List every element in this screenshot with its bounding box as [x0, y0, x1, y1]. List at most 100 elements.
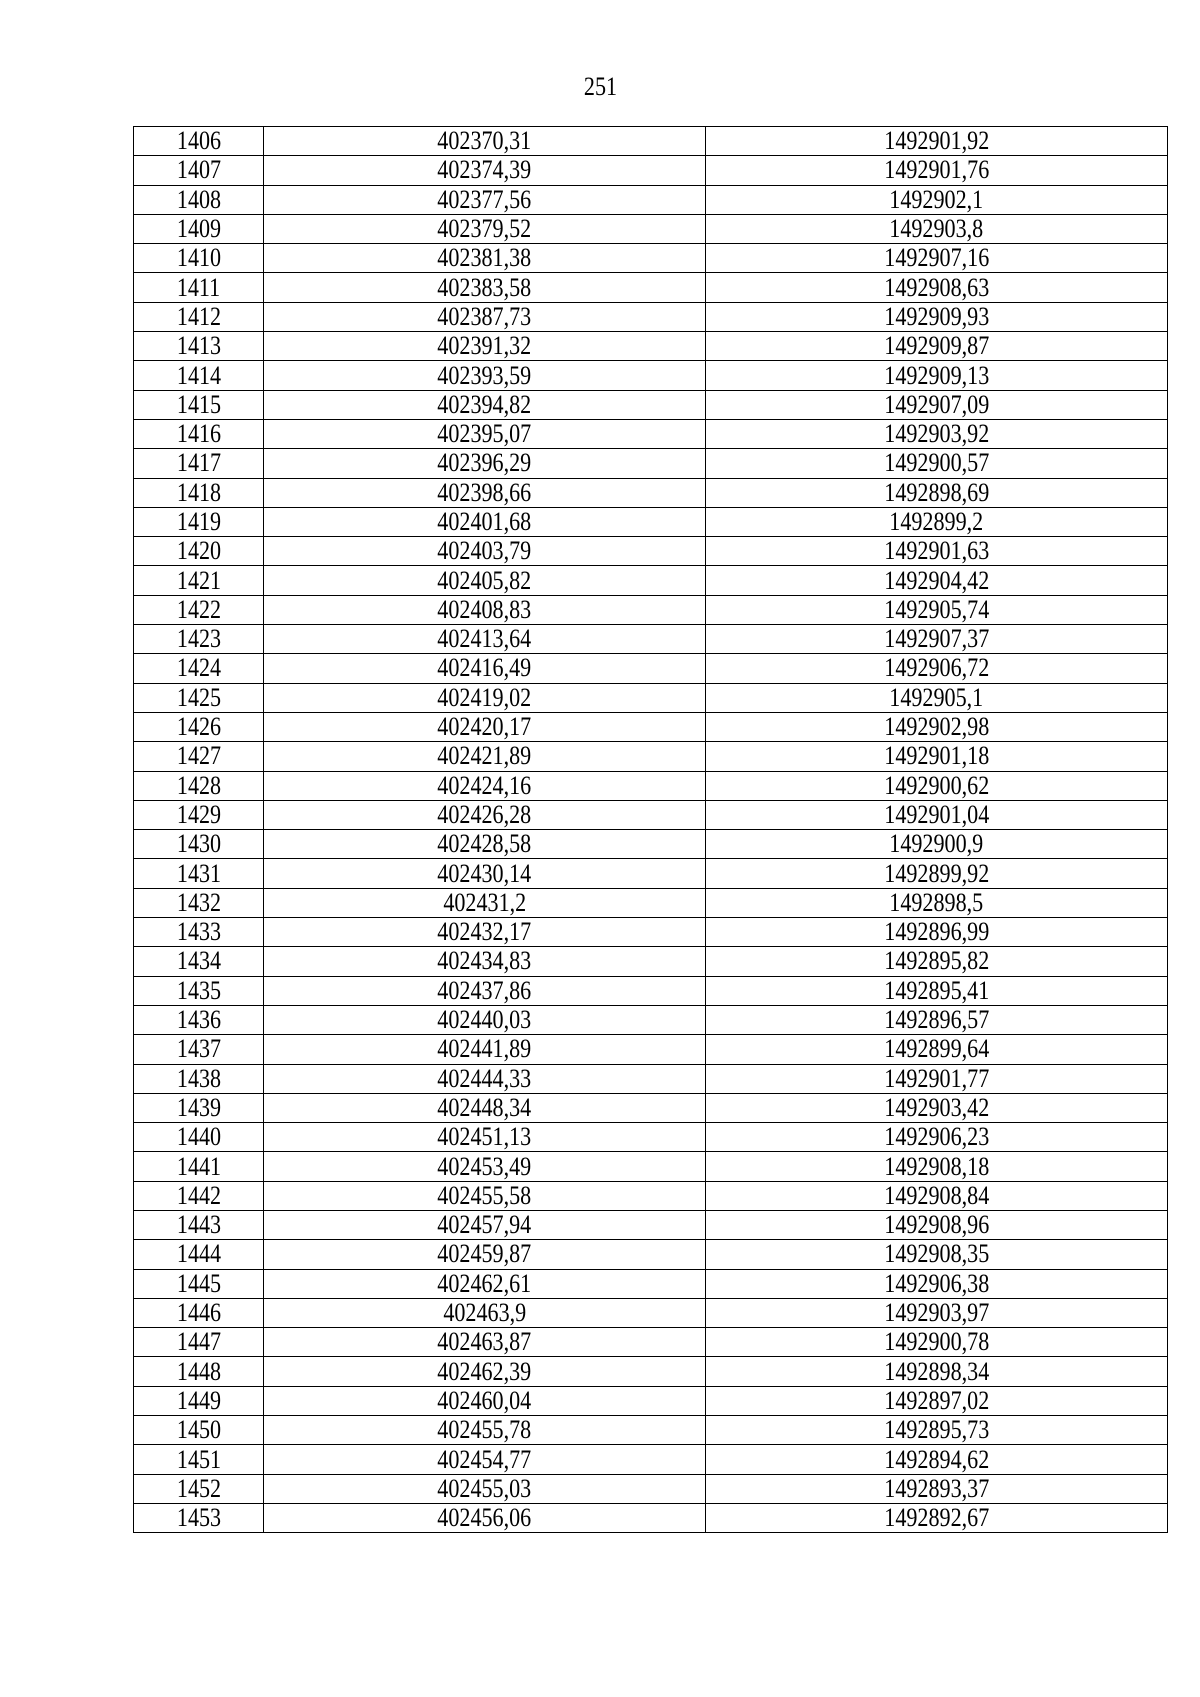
cell-text: 1417 — [176, 448, 221, 478]
cell-text: 402463,9 — [443, 1298, 526, 1328]
cell-text: 1492903,92 — [884, 419, 989, 449]
cell-text: 1492899,64 — [884, 1034, 989, 1064]
cell-text: 402374,39 — [437, 155, 532, 185]
cell-text: 1492900,62 — [884, 770, 989, 800]
table-row: 1409 402379,52 1492903,8 — [133, 213, 1168, 245]
table-row: 1448 402462,39 1492898,34 — [133, 1356, 1168, 1387]
table-row: 1428 402424,16 1492900,62 — [133, 770, 1168, 801]
x-coordinate-cell: 402428,58 — [263, 829, 706, 860]
cell-text: 402453,49 — [437, 1151, 532, 1181]
table-row: 1450 402455,78 1492895,73 — [133, 1415, 1168, 1446]
cell-text: 1492906,38 — [884, 1268, 989, 1298]
point-number-cell: 1425 — [133, 682, 264, 713]
y-coordinate-cell: 1492904,42 — [705, 565, 1168, 596]
cell-text: 1408 — [176, 184, 221, 214]
point-number-cell: 1449 — [133, 1385, 264, 1417]
y-coordinate-cell: 1492898,34 — [705, 1356, 1168, 1387]
cell-text: 402455,58 — [437, 1180, 532, 1210]
y-coordinate-cell: 1492902,98 — [705, 711, 1168, 743]
cell-text: 1492900,78 — [884, 1327, 989, 1357]
cell-text: 402387,73 — [437, 301, 532, 331]
cell-text: 1420 — [176, 536, 221, 566]
cell-text: 1492901,92 — [884, 126, 989, 156]
cell-text: 1492908,96 — [884, 1210, 989, 1240]
y-coordinate-cell: 1492908,96 — [705, 1209, 1168, 1241]
cell-text: 1492899,2 — [889, 507, 984, 536]
table-row: 1427 402421,89 1492901,18 — [133, 741, 1168, 772]
x-coordinate-cell: 402444,33 — [263, 1063, 706, 1094]
cell-text: 402424,16 — [437, 770, 532, 800]
cell-text: 1492906,72 — [884, 653, 989, 683]
x-coordinate-cell: 402462,39 — [263, 1356, 706, 1387]
cell-text: 1492896,57 — [884, 1005, 989, 1035]
cell-text: 402437,86 — [437, 975, 532, 1005]
cell-text: 1492909,87 — [884, 331, 989, 361]
x-coordinate-cell: 402379,52 — [263, 213, 706, 245]
cell-text: 1440 — [176, 1122, 221, 1152]
point-number-cell: 1418 — [133, 477, 264, 508]
cell-text: 1410 — [176, 243, 221, 273]
cell-text: 1434 — [176, 946, 221, 976]
table-row: 1415 402394,82 1492907,09 — [133, 389, 1168, 420]
point-number-cell: 1434 — [133, 946, 264, 977]
cell-text: 1492901,77 — [884, 1063, 989, 1093]
cell-text: 1492901,76 — [884, 155, 989, 185]
y-coordinate-cell: 1492896,57 — [705, 1004, 1168, 1036]
cell-text: 1492893,37 — [884, 1473, 989, 1503]
cell-text: 1412 — [176, 301, 221, 331]
cell-text: 1492898,69 — [884, 477, 989, 507]
cell-text: 402462,39 — [437, 1356, 532, 1386]
cell-text: 1431 — [176, 858, 221, 888]
table-row: 1443 402457,94 1492908,96 — [133, 1209, 1168, 1241]
cell-text: 1492901,04 — [884, 799, 989, 829]
point-number-cell: 1423 — [133, 624, 264, 655]
cell-text: 402432,17 — [437, 917, 532, 947]
x-coordinate-cell: 402451,13 — [263, 1122, 706, 1153]
cell-text: 402383,58 — [437, 272, 532, 302]
point-number-cell: 1443 — [133, 1209, 264, 1241]
table-row: 1423 402413,64 1492907,37 — [133, 624, 1168, 655]
x-coordinate-cell: 402424,16 — [263, 770, 706, 801]
cell-text: 402381,38 — [437, 243, 532, 273]
cell-text: 1409 — [176, 214, 221, 244]
table-row: 1429 402426,28 1492901,04 — [133, 799, 1168, 831]
y-coordinate-cell: 1492908,18 — [705, 1151, 1168, 1182]
cell-text: 402457,94 — [437, 1210, 532, 1240]
table-row: 1426 402420,17 1492902,98 — [133, 711, 1168, 743]
cell-text: 402405,82 — [437, 565, 532, 595]
table-row: 1452 402455,03 1492893,37 — [133, 1473, 1168, 1504]
cell-text: 1446 — [176, 1298, 221, 1328]
point-number-cell: 1427 — [133, 741, 264, 772]
x-coordinate-cell: 402434,83 — [263, 946, 706, 977]
x-coordinate-cell: 402374,39 — [263, 155, 706, 186]
cell-text: 402456,06 — [437, 1503, 532, 1533]
x-coordinate-cell: 402462,61 — [263, 1268, 706, 1299]
point-number-cell: 1439 — [133, 1092, 264, 1124]
x-coordinate-cell: 402398,66 — [263, 477, 706, 508]
cell-text: 1442 — [176, 1180, 221, 1210]
y-coordinate-cell: 1492909,93 — [705, 301, 1168, 333]
cell-text: 1438 — [176, 1063, 221, 1093]
point-number-cell: 1413 — [133, 331, 264, 362]
cell-text: 1492892,67 — [884, 1503, 989, 1533]
cell-text: 1427 — [176, 741, 221, 771]
cell-text: 402444,33 — [437, 1063, 532, 1093]
x-coordinate-cell: 402387,73 — [263, 301, 706, 333]
cell-text: 1492908,35 — [884, 1239, 989, 1269]
cell-text: 1443 — [176, 1210, 221, 1240]
y-coordinate-cell: 1492907,16 — [705, 243, 1168, 274]
cell-text: 1413 — [176, 331, 221, 361]
x-coordinate-cell: 402377,56 — [263, 184, 706, 215]
cell-text: 1492901,63 — [884, 536, 989, 566]
x-coordinate-cell: 402430,14 — [263, 858, 706, 889]
cell-text: 1419 — [176, 507, 221, 536]
cell-text: 402398,66 — [437, 477, 532, 507]
cell-text: 1439 — [176, 1092, 221, 1122]
y-coordinate-cell: 1492903,97 — [705, 1297, 1168, 1329]
x-coordinate-cell: 402408,83 — [263, 594, 706, 626]
cell-text: 402396,29 — [437, 448, 532, 478]
point-number-cell: 1451 — [133, 1444, 264, 1475]
cell-text: 1492898,34 — [884, 1356, 989, 1386]
x-coordinate-cell: 402394,82 — [263, 389, 706, 420]
y-coordinate-cell: 1492906,38 — [705, 1268, 1168, 1299]
